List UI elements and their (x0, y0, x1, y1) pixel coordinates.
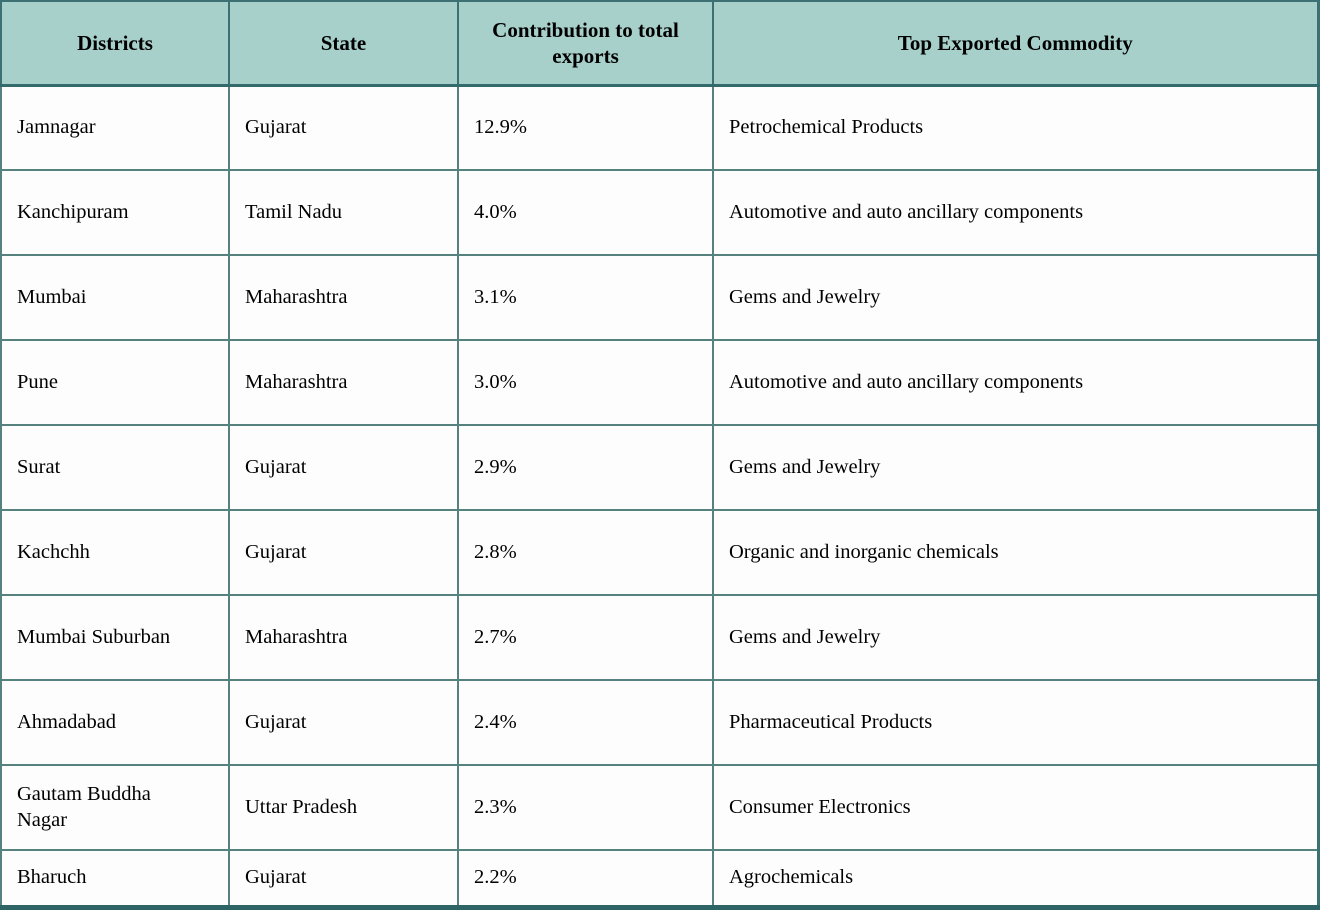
cell-commodity: Agrochemicals (712, 849, 1319, 908)
cell-district: Ahmadabad (0, 679, 230, 766)
cell-state: Gujarat (228, 509, 459, 596)
cell-commodity: Gems and Jewelry (712, 254, 1319, 341)
cell-commodity: Gems and Jewelry (712, 594, 1319, 681)
cell-state: Gujarat (228, 424, 459, 511)
cell-district: Kachchh (0, 509, 230, 596)
cell-contribution: 2.8% (457, 509, 714, 596)
table-row: Kachchh Gujarat 2.8% Organic and inorgan… (0, 509, 1319, 596)
cell-commodity: Pharmaceutical Products (712, 679, 1319, 766)
cell-contribution: 3.1% (457, 254, 714, 341)
cell-contribution: 2.3% (457, 764, 714, 851)
table-row: Mumbai Suburban Maharashtra 2.7% Gems an… (0, 594, 1319, 681)
cell-contribution: 2.4% (457, 679, 714, 766)
cell-district: Surat (0, 424, 230, 511)
column-header-districts: Districts (0, 0, 230, 87)
table-row: Jamnagar Gujarat 12.9% Petrochemical Pro… (0, 84, 1319, 171)
table-row: Pune Maharashtra 3.0% Automotive and aut… (0, 339, 1319, 426)
table-row: Mumbai Maharashtra 3.1% Gems and Jewelry (0, 254, 1319, 341)
table-row: Surat Gujarat 2.9% Gems and Jewelry (0, 424, 1319, 511)
cell-contribution: 2.2% (457, 849, 714, 908)
cell-contribution: 12.9% (457, 84, 714, 171)
cell-district: Mumbai Suburban (0, 594, 230, 681)
column-header-contribution: Contribution to total exports (457, 0, 714, 87)
cell-commodity: Consumer Electronics (712, 764, 1319, 851)
cell-state: Maharashtra (228, 594, 459, 681)
cell-commodity: Automotive and auto ancillary components (712, 339, 1319, 426)
cell-district: Pune (0, 339, 230, 426)
cell-contribution: 2.9% (457, 424, 714, 511)
table-row: Gautam Buddha Nagar Uttar Pradesh 2.3% C… (0, 764, 1319, 851)
cell-district: Jamnagar (0, 84, 230, 171)
table-row: Kanchipuram Tamil Nadu 4.0% Automotive a… (0, 169, 1319, 256)
table-row: Ahmadabad Gujarat 2.4% Pharmaceutical Pr… (0, 679, 1319, 766)
cell-commodity: Organic and inorganic chemicals (712, 509, 1319, 596)
cell-commodity: Gems and Jewelry (712, 424, 1319, 511)
column-header-state: State (228, 0, 459, 87)
cell-state: Tamil Nadu (228, 169, 459, 256)
cell-state: Gujarat (228, 849, 459, 908)
table-row: Bharuch Gujarat 2.2% Agrochemicals (0, 849, 1319, 908)
cell-state: Uttar Pradesh (228, 764, 459, 851)
cell-contribution: 2.7% (457, 594, 714, 681)
cell-district: Kanchipuram (0, 169, 230, 256)
cell-contribution: 3.0% (457, 339, 714, 426)
cell-district: Gautam Buddha Nagar (0, 764, 230, 851)
cell-commodity: Petrochemical Products (712, 84, 1319, 171)
cell-state: Maharashtra (228, 254, 459, 341)
cell-commodity: Automotive and auto ancillary components (712, 169, 1319, 256)
cell-state: Gujarat (228, 84, 459, 171)
cell-district: Bharuch (0, 849, 230, 908)
column-header-commodity: Top Exported Commodity (712, 0, 1319, 87)
cell-contribution: 4.0% (457, 169, 714, 256)
cell-state: Gujarat (228, 679, 459, 766)
cell-state: Maharashtra (228, 339, 459, 426)
cell-district: Mumbai (0, 254, 230, 341)
table-header-row: Districts State Contribution to total ex… (0, 0, 1319, 87)
